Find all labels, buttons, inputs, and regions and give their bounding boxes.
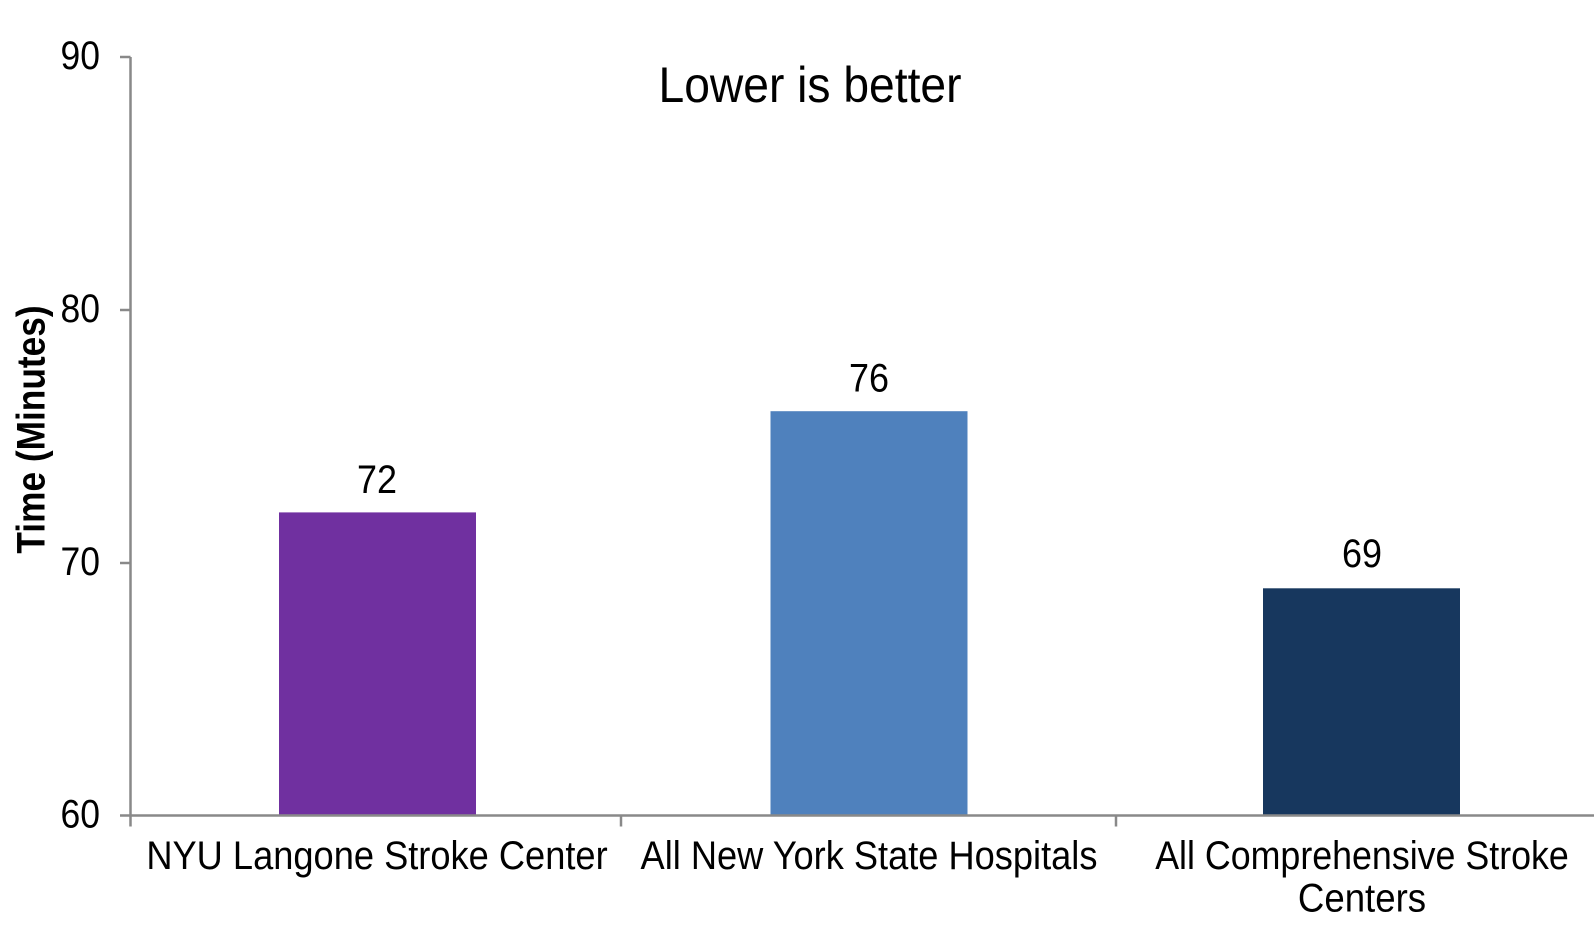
svg-text:Lower is better: Lower is better bbox=[659, 57, 962, 113]
svg-text:69: 69 bbox=[1342, 532, 1382, 576]
svg-text:All Comprehensive Stroke: All Comprehensive Stroke bbox=[1155, 834, 1569, 878]
svg-text:All New York State Hospitals: All New York State Hospitals bbox=[641, 834, 1098, 878]
svg-text:70: 70 bbox=[61, 540, 101, 584]
svg-text:80: 80 bbox=[61, 287, 101, 331]
svg-text:76: 76 bbox=[849, 357, 889, 401]
svg-text:60: 60 bbox=[61, 793, 101, 837]
svg-text:NYU Langone Stroke Center: NYU Langone Stroke Center bbox=[146, 834, 607, 878]
svg-text:Time (Minutes): Time (Minutes) bbox=[10, 305, 54, 553]
svg-text:72: 72 bbox=[357, 458, 397, 502]
svg-text:90: 90 bbox=[61, 34, 101, 78]
svg-text:Centers: Centers bbox=[1298, 877, 1426, 921]
